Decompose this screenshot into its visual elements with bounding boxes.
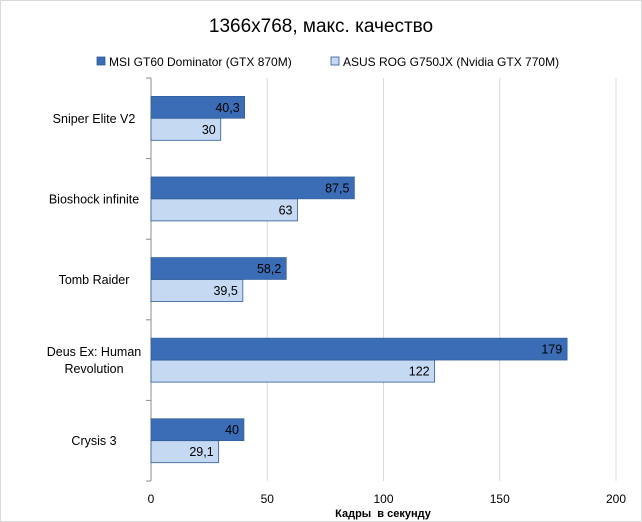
data-label: 87,5 — [325, 181, 349, 195]
data-label: 63 — [279, 203, 293, 217]
data-label: 40 — [225, 423, 239, 437]
data-label: 30 — [202, 123, 216, 137]
x-tick-label: 150 — [490, 492, 510, 506]
category-label: Deus Ex: Human — [47, 345, 142, 359]
legend-label: ASUS ROG G750JX (Nvidia GTX 770M) — [343, 55, 559, 69]
x-tick-label: 50 — [261, 492, 275, 506]
data-label: 40,3 — [215, 101, 239, 115]
bar — [150, 198, 298, 222]
bar — [150, 279, 244, 302]
legend-swatch — [330, 56, 340, 66]
legend-swatch — [96, 56, 106, 66]
category-label: Crysis 3 — [71, 434, 116, 448]
x-tick-label: 100 — [373, 492, 393, 506]
data-label: 29,1 — [189, 445, 213, 459]
bars: 40,3 30 87,5 63 58,2 39,5 179 122 40 29,1 — [150, 96, 568, 464]
data-label: 39,5 — [213, 284, 237, 298]
category-label: Revolution — [64, 362, 123, 376]
x-axis-ticks: 0 50 100 150 200 — [148, 492, 627, 506]
data-label: 58,2 — [257, 262, 281, 276]
category-label: Bioshock infinite — [49, 192, 139, 206]
legend: MSI GT60 Dominator (GTX 870M) ASUS ROG G7… — [96, 55, 559, 69]
legend-label: MSI GT60 Dominator (GTX 870M) — [109, 55, 292, 69]
bar — [150, 440, 220, 464]
bar — [150, 337, 568, 361]
category-labels: Sniper Elite V2 Bioshock infinite Tomb Rai… — [47, 112, 142, 448]
bar — [150, 176, 355, 200]
gridlines — [146, 77, 617, 482]
chart-title: 1366x768, макс. качество — [209, 16, 433, 37]
category-label: Sniper Elite V2 — [53, 112, 136, 126]
x-axis-title: Кадры в секунду — [335, 508, 432, 520]
bar — [150, 359, 436, 383]
x-tick-label: 0 — [148, 492, 155, 506]
bar — [150, 117, 222, 141]
category-label: Tomb Raider — [59, 273, 130, 287]
data-label: 179 — [541, 343, 562, 357]
x-tick-label: 200 — [606, 492, 626, 506]
data-label: 122 — [409, 365, 430, 379]
